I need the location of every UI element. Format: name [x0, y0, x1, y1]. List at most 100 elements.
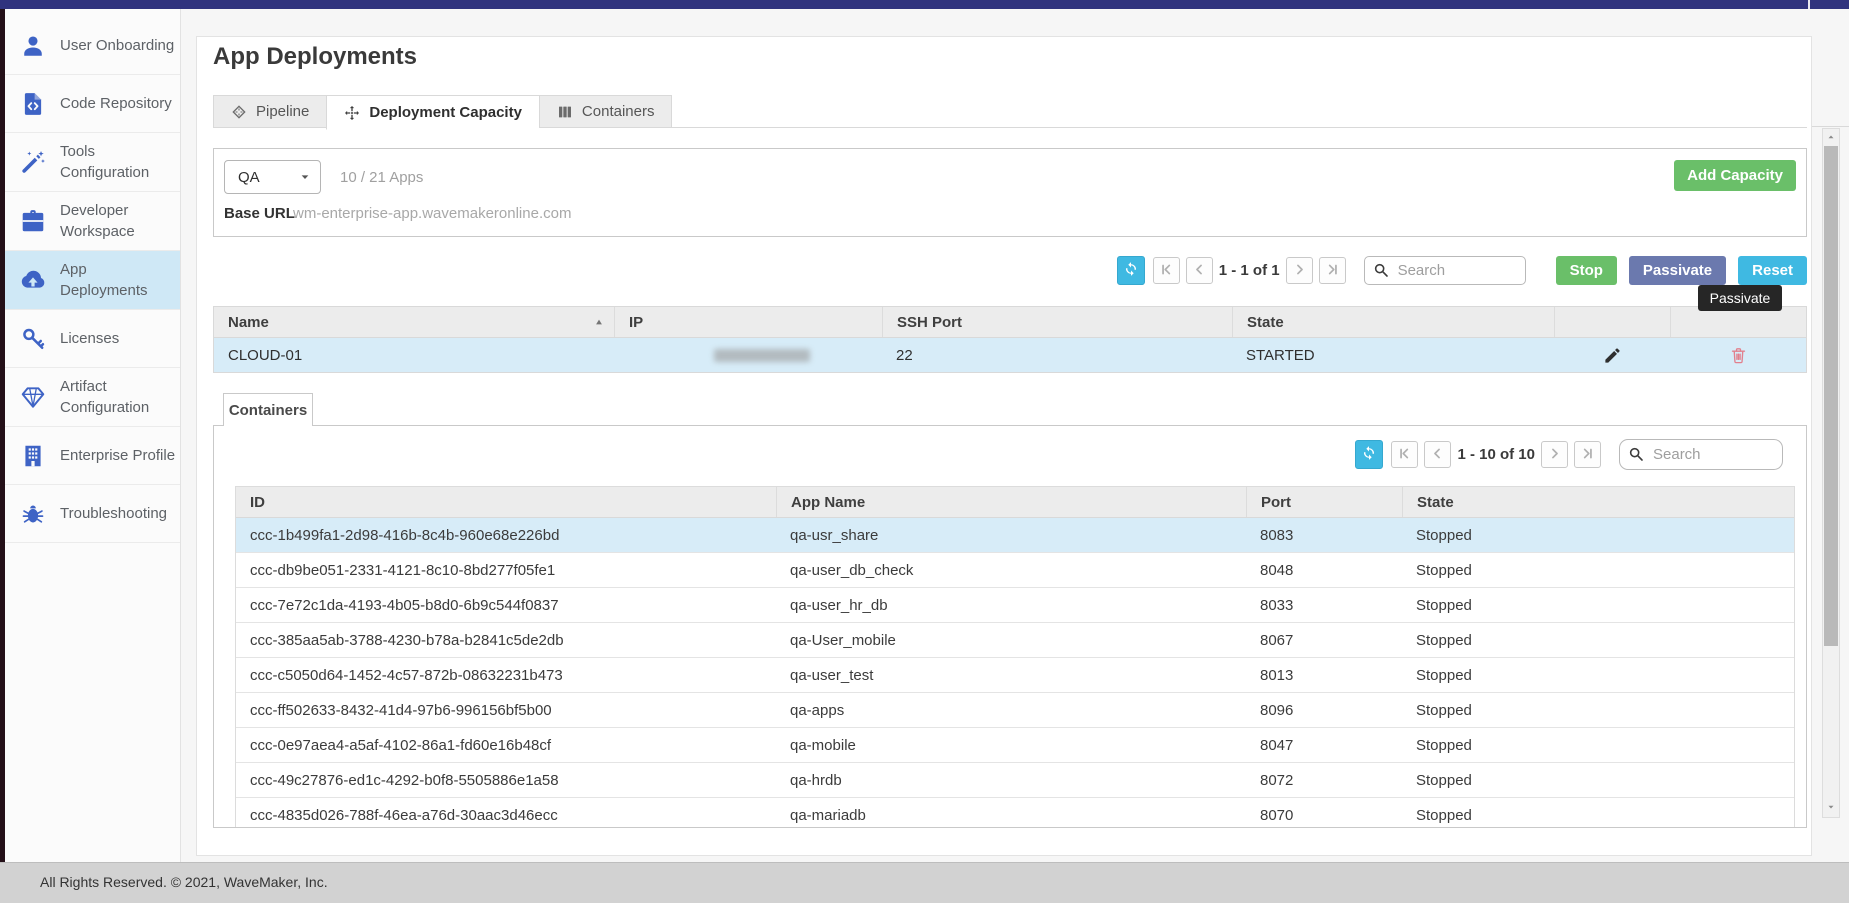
delete-trash-icon[interactable]: [1729, 346, 1748, 365]
column-header-id[interactable]: ID: [250, 493, 265, 511]
first-page-button[interactable]: [1152, 257, 1180, 284]
tab-strip-border: [213, 127, 1807, 128]
cell-state: Stopped: [1416, 526, 1472, 544]
column-header-edit: [1554, 307, 1670, 337]
last-page-button[interactable]: [1318, 257, 1346, 284]
capacity-toolbar: 1 - 1 of 1 Stop Passivate Reset: [1116, 256, 1807, 285]
cell-container-id: ccc-0e97aea4-a5af-4102-86a1-fd60e16b48cf: [250, 736, 552, 754]
container-row[interactable]: ccc-385aa5ab-3788-4230-b78a-b2841c5de2db…: [236, 623, 1794, 658]
column-header-delete: [1670, 307, 1806, 337]
add-capacity-button[interactable]: Add Capacity: [1674, 160, 1796, 191]
container-row[interactable]: ccc-4835d026-788f-46ea-a76d-30aac3d46ecc…: [236, 798, 1794, 827]
left-edge-strip: [0, 9, 5, 862]
building-icon: [20, 443, 46, 469]
copyright-text: All Rights Reserved. © 2021, WaveMaker, …: [40, 874, 328, 890]
sidebar-item-label: Enterprise Profile: [60, 447, 176, 464]
sidebar-item[interactable]: Enterprise Profile: [5, 427, 180, 485]
vertical-scrollbar[interactable]: [1822, 128, 1840, 818]
sidebar-item[interactable]: Troubleshooting: [5, 485, 180, 543]
capacity-table-row[interactable]: CLOUD-01 22 STARTED: [214, 338, 1806, 372]
containers-table-header: ID App Name Port State: [236, 487, 1794, 518]
containers-first-page-button[interactable]: [1391, 441, 1419, 468]
column-header-state[interactable]: State: [1232, 307, 1554, 337]
sidebar-item[interactable]: User Onboarding: [5, 17, 180, 75]
tab[interactable]: Containers: [538, 95, 673, 128]
cell-port: 8072: [1260, 771, 1294, 789]
container-row[interactable]: ccc-ff502633-8432-41d4-97b6-996156bf5b00…: [236, 693, 1794, 728]
cell-port: 8070: [1260, 806, 1294, 824]
containers-search-input[interactable]: [1619, 439, 1783, 470]
scrollbar-down-arrow-icon[interactable]: [1823, 799, 1839, 815]
footer: All Rights Reserved. © 2021, WaveMaker, …: [0, 862, 1849, 903]
pagination-label: 1 - 1 of 1: [1218, 262, 1280, 279]
columns-icon: [557, 104, 573, 120]
column-header-port[interactable]: Port: [1246, 487, 1402, 517]
cloud-upload-icon: [20, 267, 46, 293]
scrollbar-thumb[interactable]: [1824, 146, 1838, 646]
containers-last-page-button[interactable]: [1574, 441, 1601, 468]
environment-select[interactable]: QA: [224, 160, 321, 194]
cell-app-name: qa-mariadb: [790, 806, 866, 824]
capacity-search-input[interactable]: [1363, 256, 1526, 285]
cell-container-id: ccc-385aa5ab-3788-4230-b78a-b2841c5de2db: [250, 631, 564, 649]
last-page-icon: [1580, 446, 1595, 464]
sidebar-item[interactable]: Code Repository: [5, 75, 180, 133]
sidebar-item[interactable]: Developer Workspace: [5, 192, 180, 251]
containers-refresh-button[interactable]: [1355, 440, 1384, 469]
refresh-button[interactable]: [1116, 256, 1145, 285]
container-row[interactable]: ccc-db9be051-2331-4121-8c10-8bd277f05fe1…: [236, 553, 1794, 588]
cell-port: 8067: [1260, 631, 1294, 649]
capacity-table-header: Name IP SSH Port State: [214, 307, 1806, 338]
column-header-app-name[interactable]: App Name: [776, 487, 1246, 517]
passivate-button[interactable]: Passivate: [1628, 256, 1727, 285]
move-icon: [344, 105, 360, 121]
base-url-value: wm-enterprise-app.wavemakeronline.com: [293, 205, 572, 222]
sidebar-item-label: Tools Configuration: [60, 143, 150, 181]
refresh-icon: [1122, 260, 1140, 281]
capacity-summary-box: QA 10 / 21 Apps Base URL wm-enterprise-a…: [213, 148, 1807, 237]
container-row[interactable]: ccc-7e72c1da-4193-4b05-b8d0-6b9c544f0837…: [236, 588, 1794, 623]
sidebar-item-label: User Onboarding: [60, 37, 175, 54]
search-icon: [1628, 446, 1644, 462]
tab[interactable]: Pipeline: [213, 95, 327, 128]
code-repository-icon: [20, 91, 46, 117]
sidebar-item[interactable]: App Deployments: [5, 251, 180, 310]
containers-search: [1619, 439, 1783, 470]
sidebar-item[interactable]: Tools Configuration: [5, 133, 180, 192]
container-row[interactable]: ccc-0e97aea4-a5af-4102-86a1-fd60e16b48cf…: [236, 728, 1794, 763]
container-row[interactable]: ccc-1b499fa1-2d98-416b-8c4b-960e68e226bd…: [236, 518, 1794, 553]
edit-pencil-icon[interactable]: [1603, 346, 1622, 365]
stop-button[interactable]: Stop: [1555, 256, 1617, 285]
next-page-button[interactable]: [1285, 257, 1313, 284]
first-page-icon: [1397, 446, 1412, 464]
tab[interactable]: Deployment Capacity: [326, 95, 539, 130]
column-header-state[interactable]: State: [1402, 487, 1794, 517]
sidebar-item[interactable]: Artifact Configuration: [5, 368, 180, 427]
cell-state: Stopped: [1416, 736, 1472, 754]
chevron-right-icon: [1547, 446, 1562, 464]
cell-state: Stopped: [1416, 596, 1472, 614]
diamond-icon: [20, 384, 46, 410]
container-row[interactable]: ccc-49c27876-ed1c-4292-b0f8-5505886e1a58…: [236, 763, 1794, 798]
containers-subtab[interactable]: Containers: [223, 393, 313, 426]
briefcase-icon: [20, 208, 46, 234]
cell-port: 8033: [1260, 596, 1294, 614]
scrollbar-up-arrow-icon[interactable]: [1823, 129, 1839, 145]
column-header-ip[interactable]: IP: [614, 307, 882, 337]
passivate-tooltip: Passivate: [1698, 285, 1782, 311]
containers-previous-page-button[interactable]: [1424, 441, 1452, 468]
cell-state: Stopped: [1416, 561, 1472, 579]
cell-app-name: qa-usr_share: [790, 526, 879, 544]
column-header-name[interactable]: Name: [214, 307, 614, 337]
container-row[interactable]: ccc-c5050d64-1452-4c57-872b-08632231b473…: [236, 658, 1794, 693]
cell-app-name: qa-mobile: [790, 736, 856, 754]
cell-app-name: qa-user_test: [790, 666, 874, 684]
reset-button[interactable]: Reset: [1738, 256, 1807, 285]
sidebar-item[interactable]: Licenses: [5, 310, 180, 368]
cell-ip: [614, 338, 882, 372]
containers-next-page-button[interactable]: [1541, 441, 1568, 468]
previous-page-button[interactable]: [1185, 257, 1213, 284]
caret-down-icon: [297, 169, 313, 185]
column-header-ssh-port[interactable]: SSH Port: [882, 307, 1232, 337]
